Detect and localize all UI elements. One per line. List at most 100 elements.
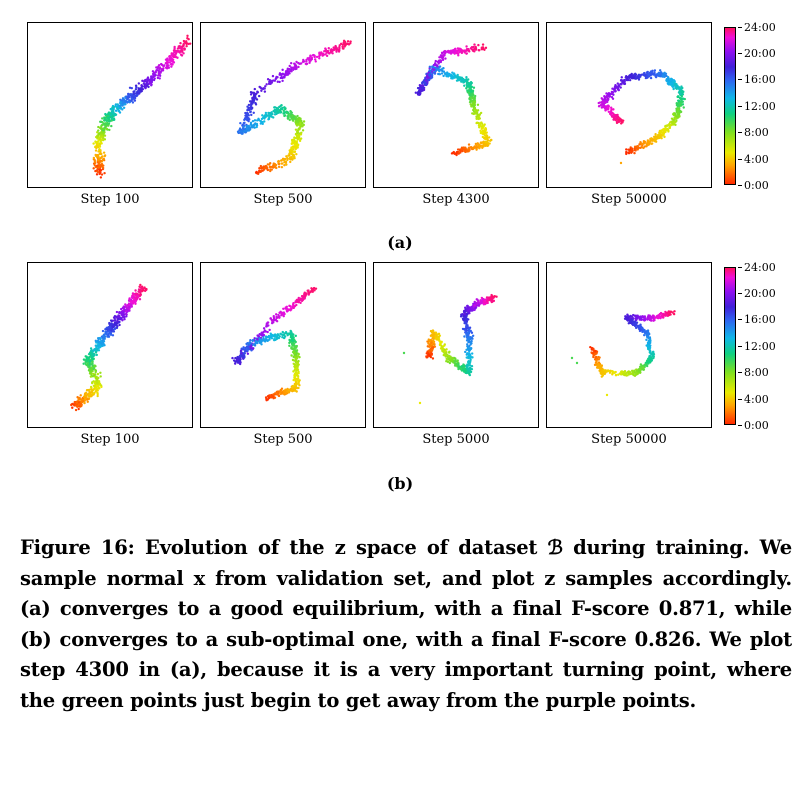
scatter-point	[466, 326, 470, 329]
scatter-point	[476, 298, 479, 302]
scatter-point	[318, 57, 321, 60]
scatter-point	[100, 385, 103, 389]
scatter-point	[280, 162, 283, 165]
scatter-point	[131, 101, 135, 104]
scatter-point	[465, 76, 468, 79]
scatter-point	[456, 148, 460, 151]
scatter-point	[297, 386, 300, 390]
scatter-point	[646, 140, 649, 144]
scatter-point	[135, 94, 138, 98]
scatter-point	[667, 77, 670, 81]
scatter-point	[95, 384, 98, 388]
scatter-point	[173, 53, 176, 57]
scatter-point	[647, 72, 651, 76]
scatter-point	[266, 163, 270, 166]
scatter-point	[247, 343, 250, 347]
scatter-point	[432, 331, 436, 335]
scatter-point	[294, 147, 298, 150]
scatter-point	[630, 75, 633, 79]
scatter-point	[471, 334, 475, 337]
scatter-point	[111, 325, 115, 329]
scatter-point	[481, 144, 484, 147]
scatter-point	[470, 364, 474, 368]
scatter-point	[266, 78, 270, 81]
scatter-point	[484, 131, 487, 135]
scatter-point	[469, 347, 472, 350]
scatter-point	[75, 401, 79, 404]
scatter-point	[668, 126, 671, 129]
scatter-point	[432, 337, 436, 340]
scatter-a-1	[92, 34, 192, 179]
scatter-point	[471, 146, 474, 150]
scatter-point	[625, 148, 628, 151]
scatter-point	[428, 72, 431, 76]
scatter-point	[638, 143, 641, 146]
scatter-point	[143, 289, 147, 293]
scatter-point	[297, 352, 300, 356]
scatter-point	[471, 356, 474, 359]
scatter-point	[633, 148, 636, 152]
scatter-point	[470, 105, 473, 108]
scatter-point	[250, 124, 253, 127]
scatter-point	[140, 84, 143, 87]
scatter-point	[285, 163, 288, 166]
scatter-point	[675, 84, 678, 87]
scatter-point	[467, 340, 470, 344]
scatter-point	[143, 286, 146, 289]
scatter-point	[651, 69, 654, 73]
scatter-point	[616, 115, 620, 119]
scatter-point	[665, 80, 669, 83]
scatter-point	[473, 304, 476, 307]
scatter-point	[610, 108, 613, 111]
scatter-point	[137, 82, 141, 85]
scatter-point	[468, 348, 471, 352]
scatter-point	[139, 88, 143, 92]
scatter-point	[466, 81, 470, 85]
scatter-point	[321, 52, 325, 55]
scatter-point	[141, 79, 144, 83]
scatter-point	[97, 343, 100, 346]
scatter-point	[604, 105, 607, 108]
scatter-point	[663, 135, 666, 139]
scatter-point	[253, 126, 256, 129]
scatter-point	[93, 384, 96, 388]
scatter-a-4	[597, 69, 687, 165]
scatter-point	[161, 69, 165, 72]
scatter-point	[618, 84, 621, 88]
scatter-point	[79, 394, 82, 397]
scatter-point	[134, 294, 138, 297]
scatter-point	[293, 372, 297, 376]
scatter-point	[267, 111, 270, 115]
scatter-point	[473, 106, 477, 110]
scatter-point	[290, 330, 293, 334]
scatter-point	[469, 96, 472, 99]
scatter-point	[654, 136, 657, 139]
scatter-point	[183, 48, 186, 51]
scatter-point	[479, 129, 482, 133]
scatter-point	[264, 115, 268, 118]
scatter-point	[132, 90, 135, 94]
scatter-point	[467, 360, 470, 364]
scatter-point	[92, 156, 96, 160]
scatter-point	[94, 368, 97, 372]
scatter-point	[247, 347, 250, 350]
scatter-point	[324, 48, 328, 51]
scatter-point	[139, 293, 142, 296]
scatter-point	[101, 127, 105, 131]
scatter-point	[644, 73, 647, 76]
scatter-point	[126, 101, 129, 104]
scatter-point	[180, 54, 184, 57]
scatter-point	[418, 84, 422, 87]
scatter-point	[92, 142, 95, 145]
scatter-point	[262, 333, 266, 337]
scatter-point	[402, 351, 406, 355]
scatter-point	[293, 143, 297, 146]
scatter-point	[96, 391, 99, 395]
scatter-point	[457, 152, 460, 155]
scatter-point	[615, 85, 619, 88]
scatter-point	[92, 358, 95, 361]
scatter-point	[676, 104, 679, 107]
scatter-point	[243, 121, 246, 125]
scatter-point	[474, 47, 477, 51]
scatter-point	[416, 86, 420, 90]
